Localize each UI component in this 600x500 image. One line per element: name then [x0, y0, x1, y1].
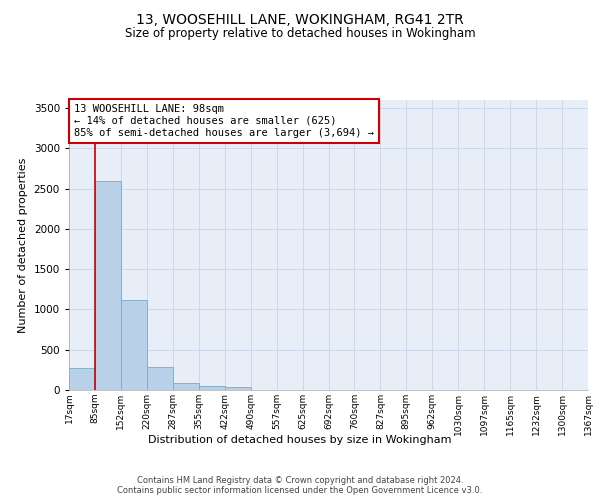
Bar — [225, 387, 251, 390]
Bar — [95, 180, 121, 390]
Bar — [69, 368, 95, 390]
Bar — [173, 383, 199, 390]
Bar — [147, 368, 173, 390]
Text: Contains HM Land Registry data © Crown copyright and database right 2024.
Contai: Contains HM Land Registry data © Crown c… — [118, 476, 482, 495]
Text: 13, WOOSEHILL LANE, WOKINGHAM, RG41 2TR: 13, WOOSEHILL LANE, WOKINGHAM, RG41 2TR — [136, 12, 464, 26]
Text: Distribution of detached houses by size in Wokingham: Distribution of detached houses by size … — [148, 435, 452, 445]
Bar — [199, 386, 224, 390]
Bar — [121, 300, 147, 390]
Text: Size of property relative to detached houses in Wokingham: Size of property relative to detached ho… — [125, 28, 475, 40]
Y-axis label: Number of detached properties: Number of detached properties — [18, 158, 28, 332]
Text: 13 WOOSEHILL LANE: 98sqm
← 14% of detached houses are smaller (625)
85% of semi-: 13 WOOSEHILL LANE: 98sqm ← 14% of detach… — [74, 104, 374, 138]
